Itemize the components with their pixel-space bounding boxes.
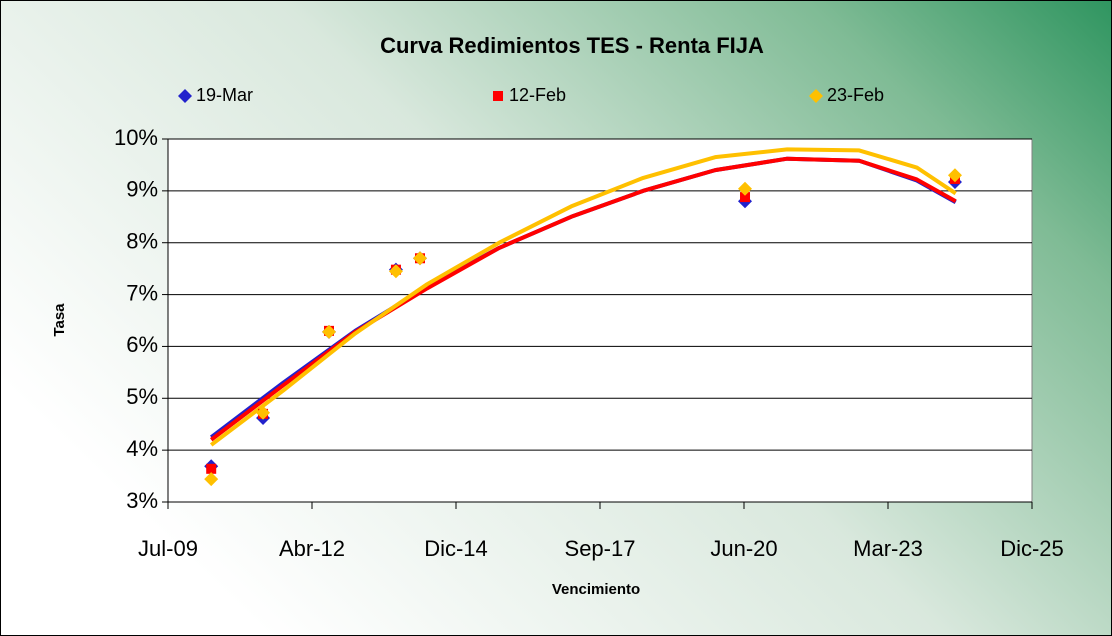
y-tick-label: 3% (126, 488, 158, 513)
legend-marker (809, 89, 823, 103)
legend-label: 23-Feb (827, 85, 884, 105)
x-tick-label: Sep-17 (565, 536, 636, 561)
y-tick-label: 9% (126, 177, 158, 202)
x-tick-label: Mar-23 (853, 536, 923, 561)
x-tick-label: Jun-20 (710, 536, 777, 561)
legend-marker (493, 91, 503, 101)
marker (321, 324, 336, 339)
chart-title: Curva Redimientos TES - Renta FIJA (380, 33, 764, 58)
trendline (209, 147, 957, 447)
legend-marker (178, 89, 192, 103)
legend-label: 19-Mar (196, 85, 253, 105)
marker (206, 463, 217, 474)
x-axis-label: Vencimiento (552, 581, 640, 598)
x-tick-label: Abr-12 (279, 536, 345, 561)
marker (256, 405, 271, 420)
y-tick-label: 6% (126, 332, 158, 357)
y-tick-label: 5% (126, 384, 158, 409)
marker (738, 181, 753, 196)
marker (204, 472, 219, 487)
y-tick-label: 4% (126, 436, 158, 461)
x-tick-label: Dic-25 (1000, 536, 1064, 561)
marker (947, 168, 962, 183)
y-tick-label: 8% (126, 229, 158, 254)
plot-area (167, 138, 1033, 503)
y-tick-label: 7% (126, 280, 158, 305)
marker (413, 251, 427, 266)
y-axis-label: Tasa (51, 303, 68, 337)
x-tick-label: Dic-14 (424, 536, 488, 561)
y-tick-label: 10% (114, 125, 158, 150)
marker (740, 192, 751, 203)
legend-label: 12-Feb (509, 85, 566, 105)
x-tick-label: Jul-09 (138, 536, 198, 561)
marker (388, 264, 403, 279)
